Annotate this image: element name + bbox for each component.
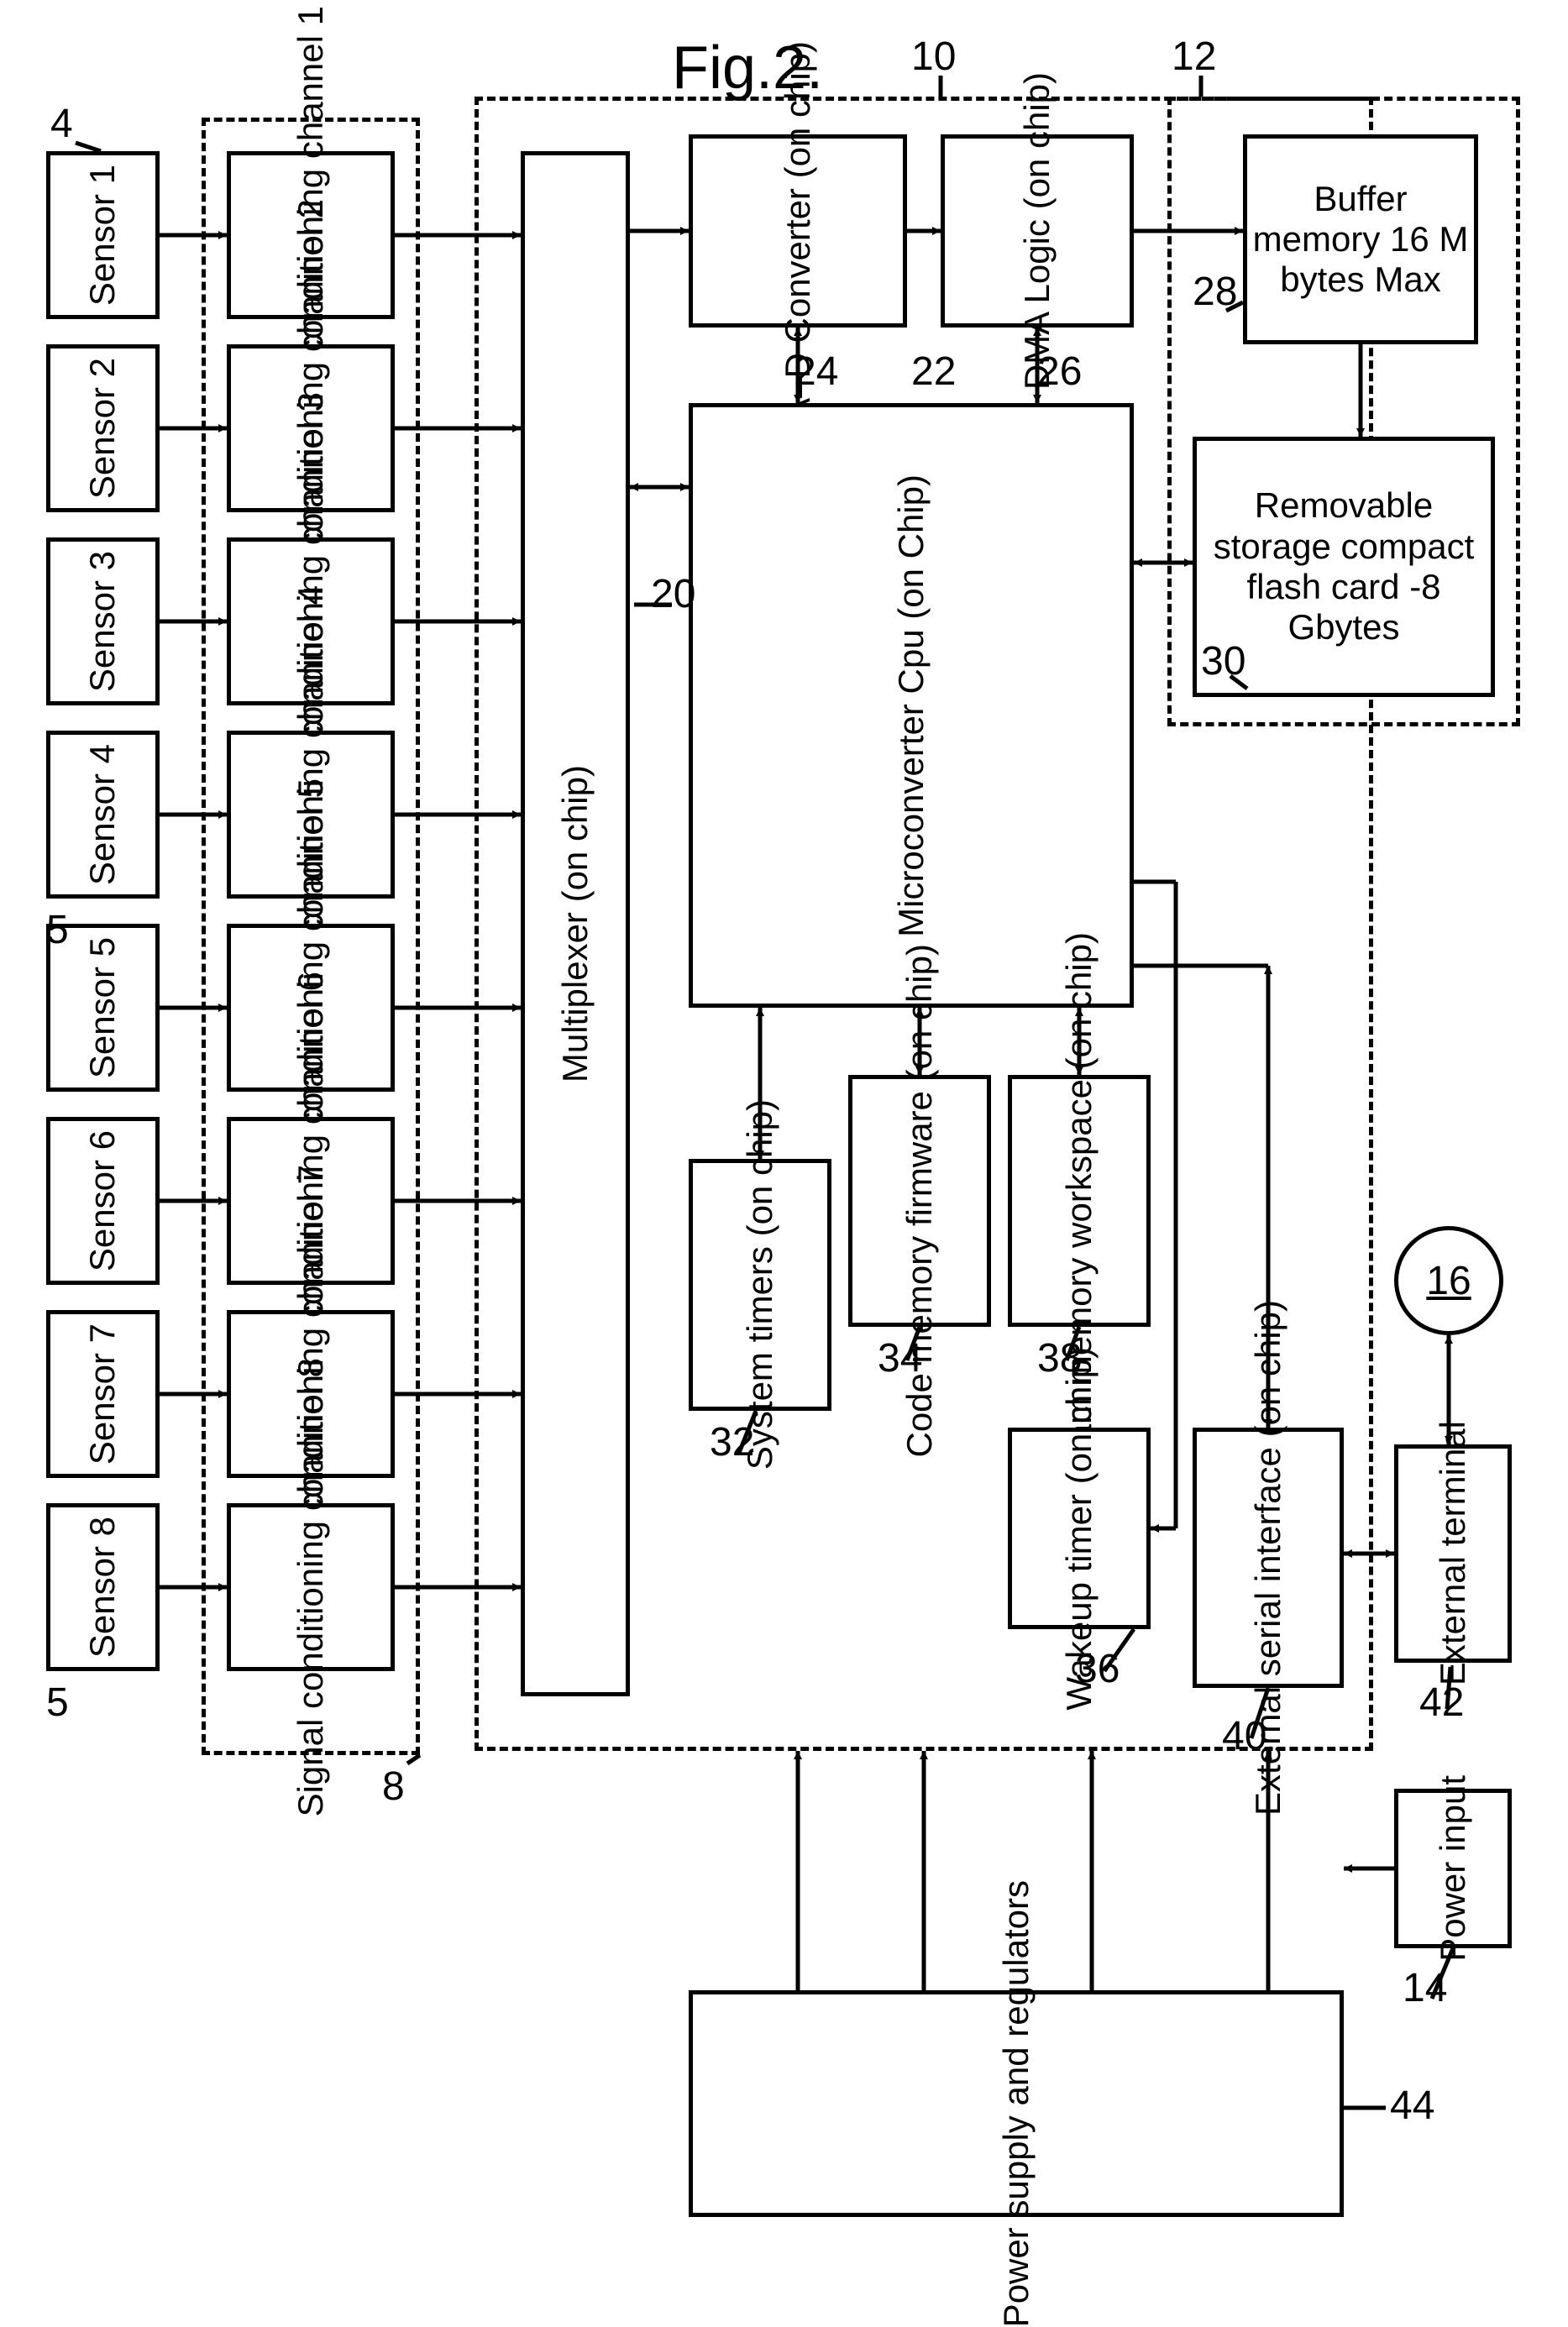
- microconverter-cpu: Microconverter Cpu (on Chip): [689, 403, 1134, 1008]
- sensor-8: Sensor 8: [46, 1503, 160, 1671]
- code-memory: Code memory firmware (on chip): [848, 1075, 991, 1327]
- ref-36: 36: [1075, 1646, 1120, 1692]
- ref-42: 42: [1419, 1680, 1464, 1726]
- ref-22: 22: [911, 349, 956, 395]
- ref-44: 44: [1390, 2083, 1434, 2129]
- ref-38: 38: [1037, 1335, 1082, 1381]
- ad-converter: A–D Converter (on chip): [689, 134, 907, 328]
- ref-12: 12: [1172, 34, 1216, 80]
- buffer-memory: Buffer memory 16 M bytes Max: [1243, 134, 1478, 344]
- sensor-4: Sensor 4: [46, 731, 160, 899]
- channel-8: Signal conditioning channel 8: [227, 1503, 395, 1671]
- dma-logic: DMA Logic (on chip): [941, 134, 1134, 328]
- ref-26: 26: [1037, 349, 1082, 395]
- power-input: Power input: [1394, 1789, 1512, 1948]
- ref-24: 24: [794, 349, 838, 395]
- sensor-2: Sensor 2: [46, 344, 160, 512]
- ref-28: 28: [1193, 269, 1237, 315]
- ref-14: 14: [1403, 1965, 1447, 2011]
- ref-40: 40: [1222, 1713, 1266, 1759]
- ref-10: 10: [911, 34, 956, 80]
- ref-8: 8: [382, 1764, 405, 1810]
- sensor-7: Sensor 7: [46, 1310, 160, 1478]
- ref-5b: 5: [46, 1680, 69, 1726]
- sensor-1: Sensor 1: [46, 151, 160, 319]
- external-serial: External serial interface (on chip): [1193, 1428, 1344, 1688]
- ref-4: 4: [50, 101, 73, 147]
- sensor-6: Sensor 6: [46, 1117, 160, 1285]
- ref-16-circle: 16: [1394, 1226, 1503, 1335]
- power-supply: Power supply and regulators: [689, 1990, 1344, 2217]
- external-terminal: External terminal: [1394, 1444, 1512, 1663]
- ref-32: 32: [710, 1419, 754, 1465]
- ref-5a: 5: [46, 907, 69, 953]
- multiplexer: Multiplexer (on chip): [521, 151, 630, 1696]
- ref-34: 34: [878, 1335, 922, 1381]
- ram-memory: Ram memory workspace (on chip): [1008, 1075, 1151, 1327]
- ref-30: 30: [1201, 638, 1245, 684]
- sensor-3: Sensor 3: [46, 537, 160, 705]
- ref-20: 20: [651, 571, 695, 617]
- system-timers: System timers (on chip): [689, 1159, 831, 1411]
- wakeup-timer: Wakeup timer (on chip): [1008, 1428, 1151, 1629]
